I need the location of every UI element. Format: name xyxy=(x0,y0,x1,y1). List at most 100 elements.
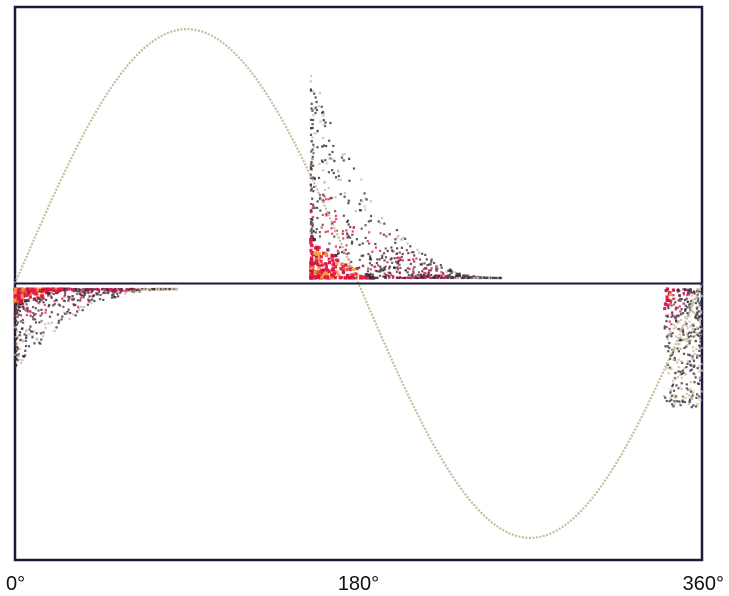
scatter-point xyxy=(391,261,394,264)
scatter-point xyxy=(453,270,456,274)
scatter-point xyxy=(339,193,342,196)
scatter-point xyxy=(418,276,422,279)
scatter-point xyxy=(58,304,62,307)
scatter-point xyxy=(331,271,335,275)
scatter-point xyxy=(400,246,403,249)
scatter-point xyxy=(696,382,700,385)
scatter-point xyxy=(64,312,67,315)
scatter-point xyxy=(386,249,389,253)
scatter-point xyxy=(309,248,313,253)
scatter-point xyxy=(331,169,334,172)
scatter-point xyxy=(694,301,698,305)
scatter-point xyxy=(682,293,685,296)
scatter-point xyxy=(21,302,24,305)
scatter-point xyxy=(412,270,415,273)
scatter-point xyxy=(696,333,699,336)
scatter-point xyxy=(67,299,70,302)
scatter-point xyxy=(13,314,17,318)
scatter-point xyxy=(396,236,399,239)
scatter-point xyxy=(154,288,158,291)
scatter-point xyxy=(341,251,344,254)
scatter-point xyxy=(79,297,82,300)
scatter-point xyxy=(346,273,350,278)
scatter-point xyxy=(309,241,313,245)
scatter-point xyxy=(423,272,426,275)
scatter-point xyxy=(696,393,699,396)
scatter-point xyxy=(312,237,317,242)
scatter-point xyxy=(106,288,109,291)
scatter-point xyxy=(439,264,442,267)
scatter-point xyxy=(417,271,420,274)
scatter-point xyxy=(384,256,388,259)
scatter-point xyxy=(398,251,401,254)
scatter-point xyxy=(74,303,77,306)
scatter-point xyxy=(34,321,38,324)
scatter-point xyxy=(334,176,338,179)
scatter-point xyxy=(681,325,684,328)
scatter-point xyxy=(362,265,365,268)
scatter-point xyxy=(435,265,438,268)
scatter-point xyxy=(689,380,693,384)
scatter-point xyxy=(327,186,330,190)
scatter-point xyxy=(700,327,703,330)
scatter-point xyxy=(700,344,703,347)
scatter-point xyxy=(327,171,331,174)
scatter-point xyxy=(360,276,365,280)
scatter-point xyxy=(684,307,687,311)
scatter-point xyxy=(61,315,64,318)
scatter-point xyxy=(670,394,674,397)
scatter-point xyxy=(311,219,314,222)
discharge-cluster-1 xyxy=(309,75,503,280)
scatter-point xyxy=(175,287,178,291)
scatter-point xyxy=(685,322,688,325)
scatter-point xyxy=(26,292,31,296)
scatter-point xyxy=(67,295,70,298)
scatter-point xyxy=(341,270,346,275)
scatter-point xyxy=(100,287,103,291)
scatter-point xyxy=(39,298,42,301)
scatter-point xyxy=(685,297,688,300)
scatter-point xyxy=(313,206,316,209)
scatter-point xyxy=(415,257,418,260)
scatter-point xyxy=(665,335,669,338)
scatter-point xyxy=(347,199,350,202)
scatter-point xyxy=(384,247,387,250)
scatter-point xyxy=(345,229,348,232)
scatter-point xyxy=(688,360,691,363)
scatter-point xyxy=(455,276,459,280)
scatter-point xyxy=(682,292,685,295)
scatter-point xyxy=(684,304,687,307)
scatter-point xyxy=(670,315,673,319)
scatter-point xyxy=(335,262,339,266)
scatter-point xyxy=(311,197,314,200)
scatter-point xyxy=(700,346,703,350)
scatter-point xyxy=(374,269,377,272)
x-tick-label: 360° xyxy=(683,573,724,595)
scatter-point xyxy=(31,290,35,295)
scatter-point xyxy=(681,361,684,364)
scatter-point xyxy=(28,295,32,299)
scatter-point xyxy=(685,340,688,343)
scatter-point xyxy=(44,326,47,330)
scatter-point xyxy=(663,307,667,311)
scatter-point xyxy=(380,267,383,270)
scatter-point xyxy=(394,260,398,263)
scatter-point xyxy=(442,273,445,276)
scatter-point xyxy=(672,294,675,297)
scatter-point xyxy=(24,349,27,352)
scatter-point xyxy=(420,275,423,278)
scatter-point xyxy=(435,276,438,279)
scatter-point xyxy=(358,243,361,246)
scatter-point xyxy=(355,266,359,271)
scatter-point xyxy=(392,250,395,253)
scatter-point xyxy=(436,276,439,280)
scatter-point xyxy=(420,276,423,280)
scatter-point xyxy=(33,330,36,333)
scatter-point xyxy=(333,159,336,163)
scatter-point xyxy=(344,248,347,252)
scatter-point xyxy=(70,288,74,291)
scatter-point xyxy=(111,290,114,293)
scatter-point xyxy=(674,316,677,319)
scatter-point xyxy=(692,311,695,314)
